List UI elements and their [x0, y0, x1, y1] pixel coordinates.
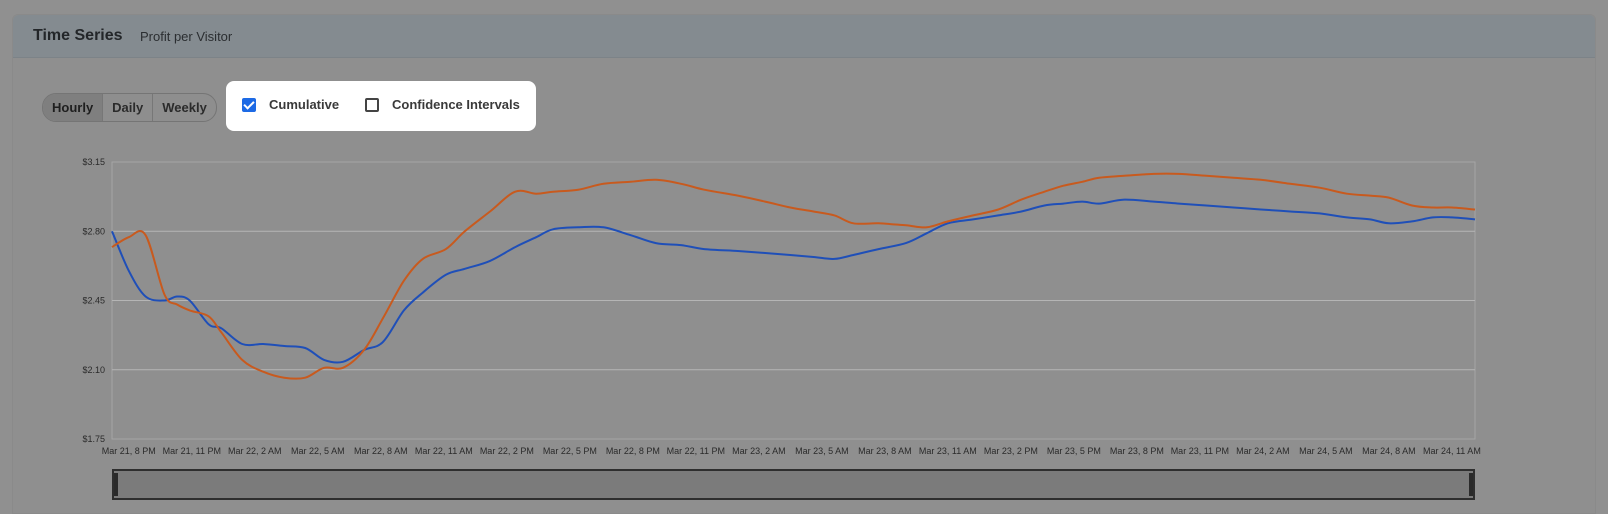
x-tick-label: Mar 23, 2 AM — [732, 446, 786, 456]
y-tick-label: $3.15 — [82, 157, 105, 167]
x-tick-label: Mar 23, 11 PM — [1171, 446, 1229, 456]
x-tick-label: Mar 24, 8 AM — [1362, 446, 1416, 456]
x-tick-label: Mar 22, 8 AM — [354, 446, 408, 456]
scroller-right-handle[interactable] — [1469, 473, 1473, 496]
x-tick-label: Mar 23, 5 AM — [795, 446, 849, 456]
x-tick-label: Mar 21, 8 PM — [102, 446, 156, 456]
granularity-weekly-button[interactable]: Weekly — [162, 100, 207, 115]
confidence-intervals-label[interactable]: Confidence Intervals — [392, 97, 520, 112]
chart-options-popover: Cumulative Confidence Intervals — [226, 81, 536, 131]
x-tick-label: Mar 22, 5 AM — [291, 446, 345, 456]
cumulative-label[interactable]: Cumulative — [269, 97, 340, 112]
y-tick-label: $2.45 — [82, 296, 105, 306]
x-tick-label: Mar 24, 2 AM — [1236, 446, 1290, 456]
granularity-toggle-group: Hourly Daily Weekly — [42, 93, 217, 122]
x-tick-label: Mar 22, 11 PM — [667, 446, 725, 456]
y-tick-label: $2.80 — [82, 226, 105, 236]
x-tick-label: Mar 22, 8 PM — [606, 446, 660, 456]
series-line-blue — [111, 198, 1476, 364]
y-tick-label: $1.75 — [82, 434, 105, 444]
panel-title: Time Series — [33, 27, 123, 44]
panel-header: Time Series Profit per Visitor — [13, 15, 1595, 58]
x-tick-label: Mar 23, 11 AM — [919, 446, 977, 456]
gridlines — [112, 230, 1475, 371]
chart-series — [111, 172, 1476, 380]
x-tick-label: Mar 23, 5 PM — [1047, 446, 1101, 456]
x-tick-label: Mar 22, 2 AM — [228, 446, 282, 456]
granularity-daily-button[interactable]: Daily — [103, 94, 154, 121]
x-tick-label: Mar 22, 5 PM — [543, 446, 597, 456]
x-tick-label: Mar 22, 2 PM — [480, 446, 534, 456]
cumulative-checkbox[interactable] — [242, 98, 256, 112]
x-tick-label: Mar 23, 8 PM — [1110, 446, 1164, 456]
x-tick-label: Mar 23, 8 AM — [858, 446, 912, 456]
x-tick-label: Mar 24, 11 AM — [1423, 446, 1481, 456]
x-tick-label: Mar 21, 11 PM — [163, 446, 221, 456]
y-axis-ticks: $3.15 $2.80 $2.45 $2.10 $1.75 — [82, 157, 105, 444]
x-tick-label: Mar 22, 11 AM — [415, 446, 473, 456]
time-range-scroller[interactable] — [112, 469, 1475, 500]
x-axis-ticks: Mar 21, 8 PM Mar 21, 11 PM Mar 22, 2 AM Mar… — [102, 446, 1481, 456]
panel-subtitle: Profit per Visitor — [140, 29, 233, 44]
scroller-left-handle[interactable] — [114, 473, 118, 496]
x-tick-label: Mar 23, 2 PM — [984, 446, 1038, 456]
x-tick-label: Mar 24, 5 AM — [1299, 446, 1353, 456]
confidence-intervals-checkbox[interactable] — [365, 98, 379, 112]
series-line-orange — [111, 172, 1476, 380]
time-series-chart: $3.15$2.80$2.45$2.10$1.75 Mar 21, 8 PM Ma… — [82, 157, 1481, 456]
y-tick-label: $2.10 — [82, 365, 105, 375]
granularity-hourly-button[interactable]: Hourly — [43, 94, 104, 121]
